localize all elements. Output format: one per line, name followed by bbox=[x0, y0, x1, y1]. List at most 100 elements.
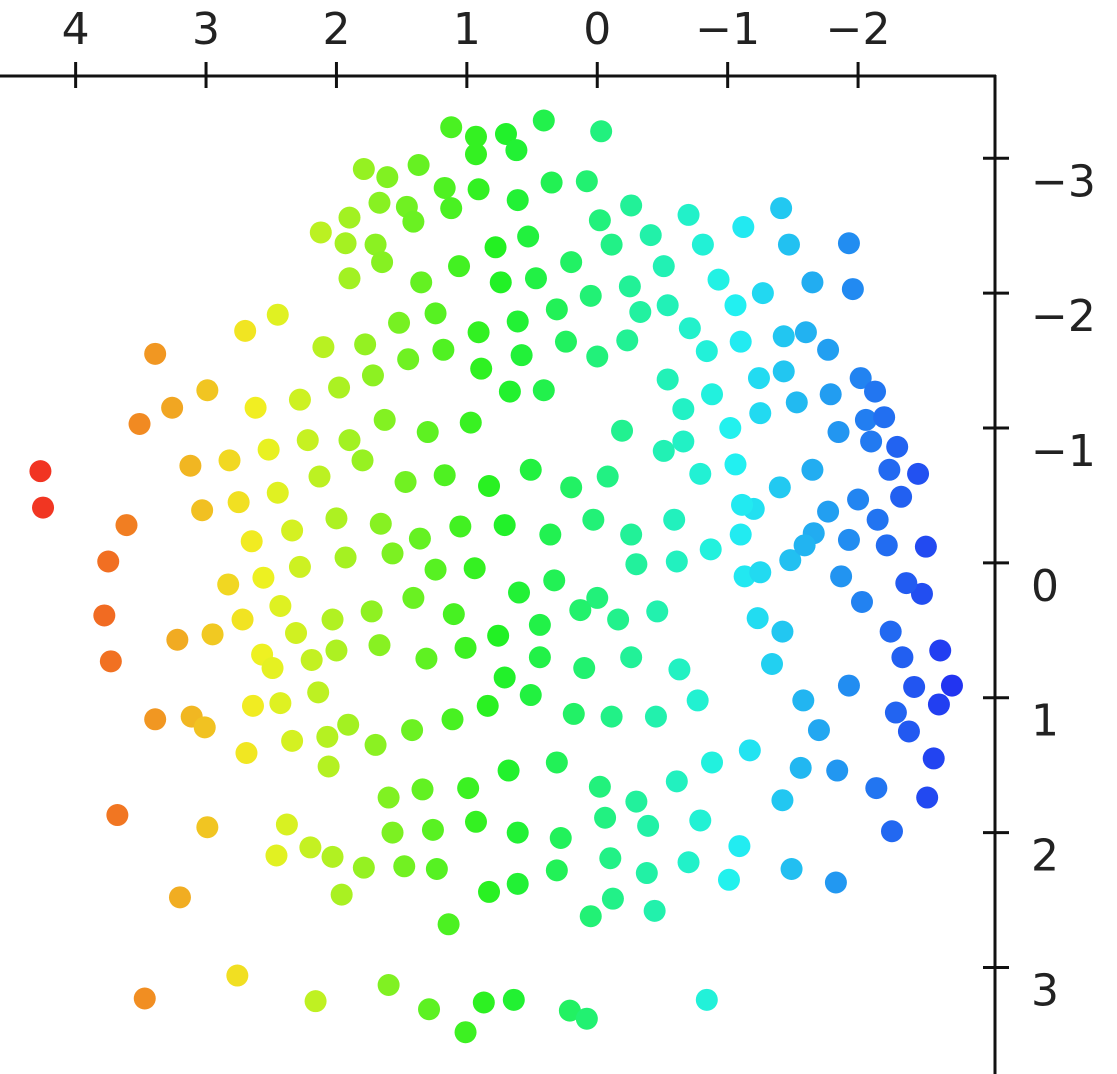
point bbox=[330, 883, 353, 906]
point bbox=[689, 462, 712, 485]
x-tick-label: 1 bbox=[453, 4, 481, 55]
point bbox=[196, 816, 219, 839]
point bbox=[837, 232, 860, 255]
point bbox=[508, 581, 531, 604]
point bbox=[519, 458, 542, 481]
point bbox=[497, 759, 520, 782]
point bbox=[281, 519, 304, 542]
point bbox=[161, 396, 184, 419]
point bbox=[729, 523, 752, 546]
point bbox=[275, 813, 298, 836]
point bbox=[266, 303, 289, 326]
point bbox=[616, 329, 639, 352]
point bbox=[771, 789, 794, 812]
y-tick-label: 2 bbox=[1031, 831, 1059, 882]
point bbox=[418, 998, 441, 1021]
point bbox=[337, 713, 360, 736]
point bbox=[794, 321, 817, 344]
point bbox=[850, 590, 873, 613]
point bbox=[296, 429, 319, 452]
point bbox=[463, 557, 486, 580]
point bbox=[472, 991, 495, 1014]
point bbox=[484, 236, 507, 259]
point bbox=[701, 751, 724, 774]
point bbox=[646, 600, 669, 623]
point bbox=[601, 887, 624, 910]
point bbox=[849, 367, 872, 390]
point bbox=[231, 608, 254, 631]
point bbox=[432, 338, 455, 361]
point bbox=[309, 221, 332, 244]
point bbox=[625, 553, 648, 576]
point bbox=[731, 493, 754, 516]
point bbox=[407, 154, 430, 177]
point bbox=[269, 692, 292, 715]
point bbox=[299, 836, 322, 859]
point bbox=[433, 464, 456, 487]
point bbox=[656, 294, 679, 317]
point bbox=[478, 474, 501, 497]
point bbox=[545, 298, 568, 321]
point bbox=[368, 634, 391, 657]
x-tick-label: 2 bbox=[322, 4, 350, 55]
point bbox=[728, 835, 751, 858]
point bbox=[364, 733, 387, 756]
point bbox=[316, 725, 339, 748]
point bbox=[837, 674, 860, 697]
point bbox=[620, 194, 643, 217]
point bbox=[364, 233, 387, 256]
point bbox=[528, 613, 551, 636]
point bbox=[449, 515, 472, 538]
point bbox=[554, 330, 577, 353]
point bbox=[540, 171, 563, 194]
point bbox=[217, 573, 240, 596]
point bbox=[369, 512, 392, 535]
point bbox=[910, 582, 933, 605]
point bbox=[381, 821, 404, 844]
point bbox=[457, 777, 480, 800]
point bbox=[338, 206, 361, 229]
point bbox=[532, 379, 555, 402]
point bbox=[549, 826, 572, 849]
point bbox=[801, 458, 824, 481]
point bbox=[785, 391, 808, 414]
point bbox=[545, 859, 568, 882]
point bbox=[724, 294, 747, 317]
point bbox=[599, 847, 622, 870]
point bbox=[487, 624, 510, 647]
point bbox=[729, 330, 752, 353]
point bbox=[824, 871, 847, 894]
point bbox=[128, 412, 151, 435]
point bbox=[611, 419, 634, 442]
point bbox=[168, 886, 191, 909]
y-tick-label: −2 bbox=[1031, 291, 1096, 342]
point bbox=[886, 435, 909, 458]
point bbox=[772, 360, 795, 383]
point bbox=[502, 988, 525, 1011]
point bbox=[596, 465, 619, 488]
point bbox=[467, 321, 490, 344]
point bbox=[334, 546, 357, 569]
point bbox=[819, 383, 842, 406]
point bbox=[226, 964, 249, 987]
point bbox=[779, 549, 802, 572]
point bbox=[575, 1007, 598, 1030]
point bbox=[489, 271, 512, 294]
point bbox=[707, 268, 730, 291]
point bbox=[415, 647, 438, 670]
point bbox=[847, 488, 870, 511]
point bbox=[590, 120, 613, 143]
point bbox=[643, 899, 666, 922]
point bbox=[940, 674, 963, 697]
point bbox=[699, 538, 722, 561]
point bbox=[244, 396, 267, 419]
point bbox=[506, 821, 529, 844]
point bbox=[240, 530, 263, 553]
point bbox=[424, 302, 447, 325]
point bbox=[408, 527, 431, 550]
point bbox=[677, 851, 700, 874]
point bbox=[218, 449, 241, 472]
point bbox=[665, 770, 688, 793]
point bbox=[361, 364, 384, 387]
point bbox=[749, 561, 772, 584]
